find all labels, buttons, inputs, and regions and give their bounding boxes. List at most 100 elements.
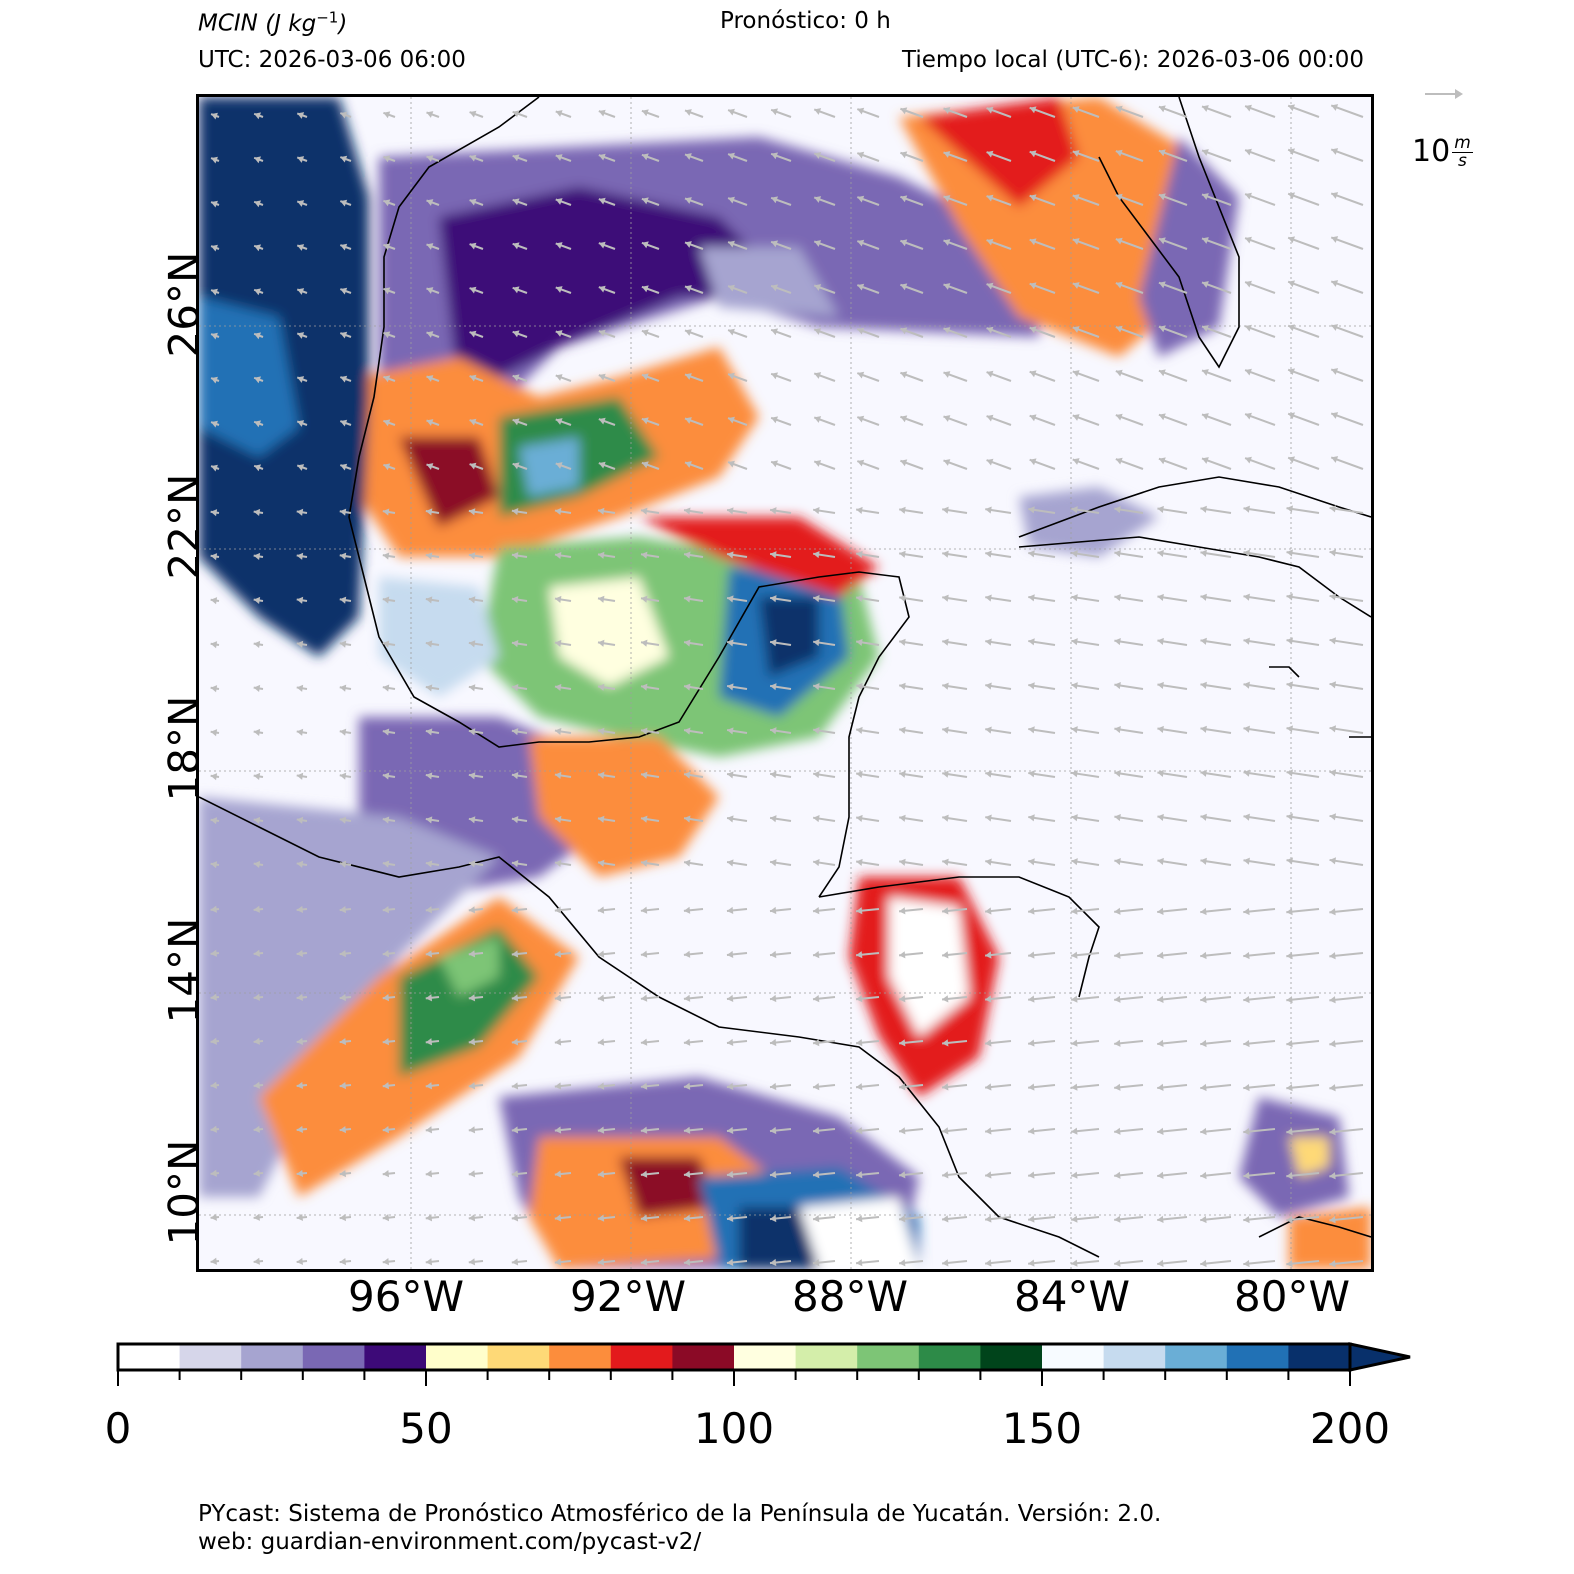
wind-arrow-head: [726, 1170, 734, 1179]
wind-arrow-head: [296, 728, 304, 736]
wind-arrow-head: [726, 1038, 734, 1047]
wind-arrow-head: [813, 1039, 820, 1047]
wind-arrow-head: [728, 372, 735, 380]
wind-arrow-head: [296, 1213, 303, 1222]
wind-arrow-head: [297, 200, 305, 207]
wind-arrow-head: [900, 459, 908, 467]
wind-arrow-head: [813, 859, 820, 867]
wind-arrow-head: [210, 1081, 217, 1089]
wind-arrow-head: [1114, 1083, 1121, 1091]
wind-arrow-head: [382, 552, 390, 560]
colorbar-segment: [302, 1344, 365, 1370]
wind-arrow-head: [383, 199, 391, 207]
wind-arrow-head: [684, 595, 691, 603]
wind-arrow-head: [640, 1170, 648, 1178]
wind-arrow-head: [1286, 996, 1293, 1004]
wind-arrow-head: [425, 1082, 433, 1090]
wind-arrow-head: [1157, 549, 1164, 557]
colorbar-tick-0: 0: [104, 1404, 132, 1453]
wind-arrow-head: [641, 109, 649, 117]
wind-arrow-head: [211, 420, 218, 428]
wind-arrow-head: [640, 639, 648, 647]
wind-arrow-head: [210, 949, 217, 957]
wind-arrow-head: [943, 239, 951, 246]
wind-arrow-head: [426, 243, 434, 250]
wind-arrow-head: [1028, 951, 1035, 959]
wind-arrow-head: [769, 1038, 777, 1047]
wind-arrow-head: [554, 994, 562, 1002]
wind-arrow-head: [1243, 725, 1250, 733]
wind-arrow-head: [1286, 1216, 1293, 1224]
wind-arrow-head: [211, 332, 218, 340]
wind-arrow-head: [296, 816, 304, 824]
wind-arrow-head: [1028, 995, 1035, 1003]
wind-arrow-head: [210, 597, 218, 605]
wind-arrow-head: [1243, 995, 1250, 1004]
wind-arrow-head: [985, 1083, 992, 1091]
wind-arrow-head: [339, 860, 347, 868]
wind-arrow-head: [339, 1169, 347, 1178]
wind-arrow-head: [1115, 325, 1123, 333]
wind-arrow-head: [296, 949, 303, 958]
wind-arrow-head: [1201, 149, 1209, 156]
wind-arrow-head: [1288, 368, 1296, 376]
wind-arrow-head: [340, 375, 348, 383]
wind-arrow-head: [857, 107, 865, 115]
wind-arrow-head: [253, 684, 261, 693]
wind-arrow-head: [254, 332, 262, 340]
wind-arrow-head: [511, 1214, 519, 1222]
wind-arrow-head: [1071, 770, 1078, 778]
wind-arrow-head: [683, 906, 691, 914]
wind-arrow-head: [1286, 549, 1293, 557]
wind-arrow-head: [942, 770, 949, 778]
wind-arrow-head: [813, 1127, 820, 1135]
wind-arrow-head: [856, 1039, 863, 1047]
wind-arrow-head: [1245, 280, 1252, 288]
wind-arrow-head: [555, 330, 563, 337]
colorbar-segment: [549, 1344, 612, 1370]
wind-arrow-head: [813, 727, 820, 735]
wind-arrow-head: [985, 682, 992, 690]
wind-arrow-head: [770, 859, 777, 867]
wind-arrow-head: [597, 507, 605, 515]
wind-arrow-head: [554, 815, 562, 824]
wind-arrow-head: [856, 506, 863, 515]
wind-arrow-head: [555, 154, 563, 161]
wind-arrow-head: [1200, 1259, 1207, 1268]
wind-arrow-head: [856, 1215, 863, 1223]
wind-arrow-head: [426, 331, 434, 338]
wind-arrow-head: [468, 950, 476, 958]
wind-arrow-head: [770, 639, 777, 647]
wind-arrow-head: [425, 684, 433, 692]
wind-arrow-head: [727, 771, 734, 779]
wind-arrow-head: [468, 994, 476, 1002]
colorbar-segment: [426, 1344, 489, 1370]
wind-arrow-head: [383, 463, 391, 471]
wind-arrow-head: [769, 1082, 777, 1091]
wind-arrow-head: [641, 461, 649, 469]
wind-arrow-head: [425, 906, 433, 914]
colorbar-tick-150: 150: [1001, 1404, 1083, 1453]
wind-arrow-head: [683, 994, 691, 1002]
wind-arrow-head: [340, 243, 348, 251]
wind-arrow-head: [899, 638, 906, 646]
wind-arrow-head: [856, 814, 863, 823]
colorbar-segment: [179, 1344, 242, 1370]
wind-arrow-head: [597, 771, 605, 779]
wind-arrow-head: [1158, 325, 1166, 333]
wind-vectors: [210, 104, 1364, 1268]
wind-arrow-head: [468, 906, 476, 914]
wind-arrow-head: [1243, 1171, 1250, 1180]
wind-arrow-head: [1028, 1083, 1035, 1091]
wind-arrow-head: [211, 464, 218, 472]
wind-arrow-head: [468, 640, 476, 648]
wind-arrow-head: [1200, 637, 1207, 645]
wind-arrow-head: [1158, 237, 1166, 245]
wind-arrow-head: [339, 552, 347, 560]
wind-arrow-head: [1243, 907, 1250, 916]
wind-arrow-head: [857, 283, 865, 291]
wind-arrow-head: [339, 905, 347, 914]
wind-arrow-head: [856, 726, 863, 735]
wind-arrow-head: [684, 507, 691, 515]
